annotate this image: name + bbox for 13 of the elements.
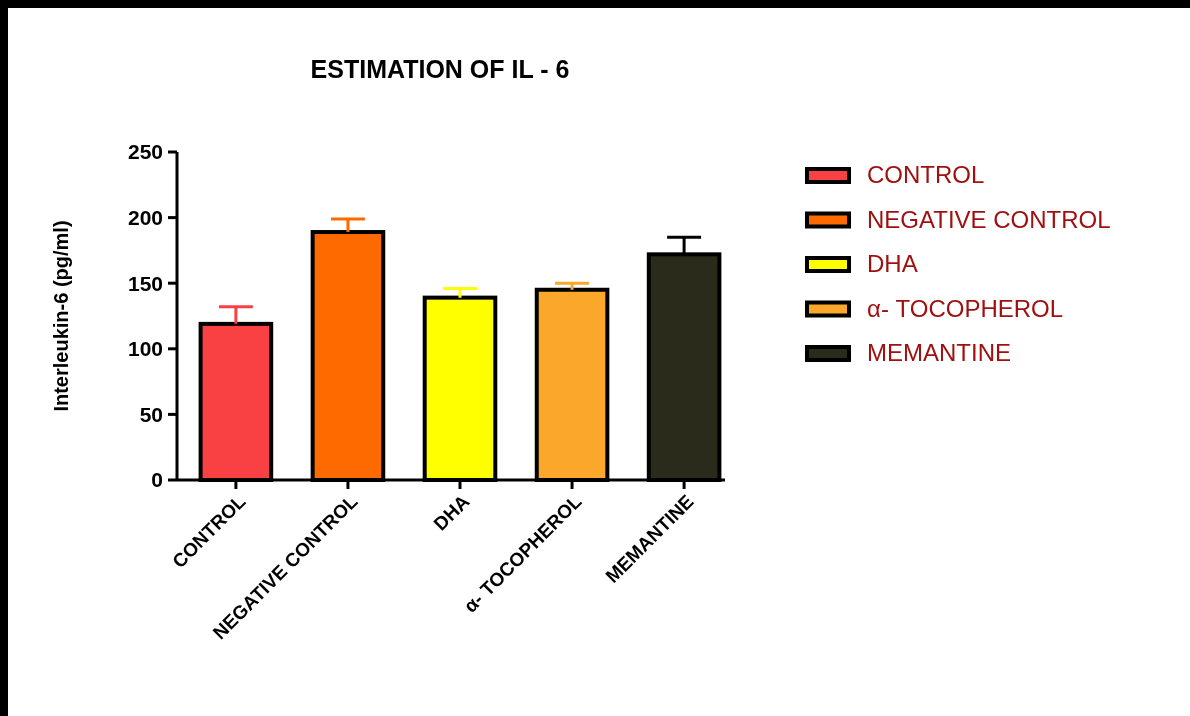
y-tick-label: 0 (151, 468, 163, 492)
legend-label: MEMANTINE (867, 339, 1011, 367)
chart-title: ESTIMATION OF IL - 6 (310, 55, 570, 83)
legend-label: CONTROL (867, 161, 985, 189)
y-tick-label: 100 (127, 337, 163, 361)
legend-label: DHA (867, 250, 918, 278)
legend-label: NEGATIVE CONTROL (867, 205, 1111, 233)
y-tick-label: 250 (127, 140, 163, 164)
y-axis-title: Interleukin-6 (pg/ml) (50, 220, 72, 412)
y-tick-label: 150 (127, 271, 163, 295)
legend-label: α- TOCOPHEROL (867, 294, 1064, 322)
y-tick-label: 200 (127, 205, 163, 229)
y-tick-label: 50 (139, 402, 163, 426)
